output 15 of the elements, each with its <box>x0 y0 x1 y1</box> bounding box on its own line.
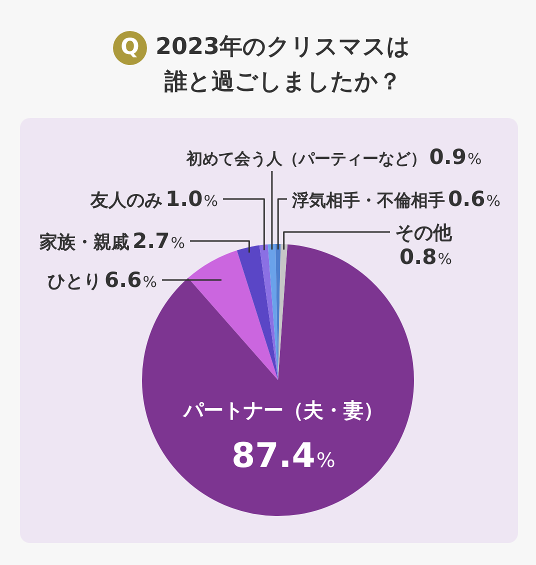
data-label: 0.6% <box>448 187 500 211</box>
data-label: 0.9% <box>429 145 482 169</box>
slice-label: 家族・親戚 <box>38 232 130 253</box>
data-label: 1.0% <box>166 187 218 211</box>
slice-label: 浮気相手・不倫相手 <box>291 191 445 211</box>
data-label: 6.6% <box>104 268 158 292</box>
chart-title: 2023年のクリスマスは誰と過ごしましたか？ <box>154 33 412 97</box>
slice-label: 初めて会う人（パーティーなど） <box>185 149 426 168</box>
slice-label: 友人のみ <box>90 190 163 211</box>
data-label: 0.8% <box>400 245 452 269</box>
data-label: 2.7% <box>132 229 186 253</box>
slice-label: パートナー（夫・妻） <box>182 398 384 422</box>
slice-label: ひとり <box>48 271 102 292</box>
data-label: 87.4% <box>231 436 336 476</box>
slice-label: その他 <box>395 222 453 244</box>
